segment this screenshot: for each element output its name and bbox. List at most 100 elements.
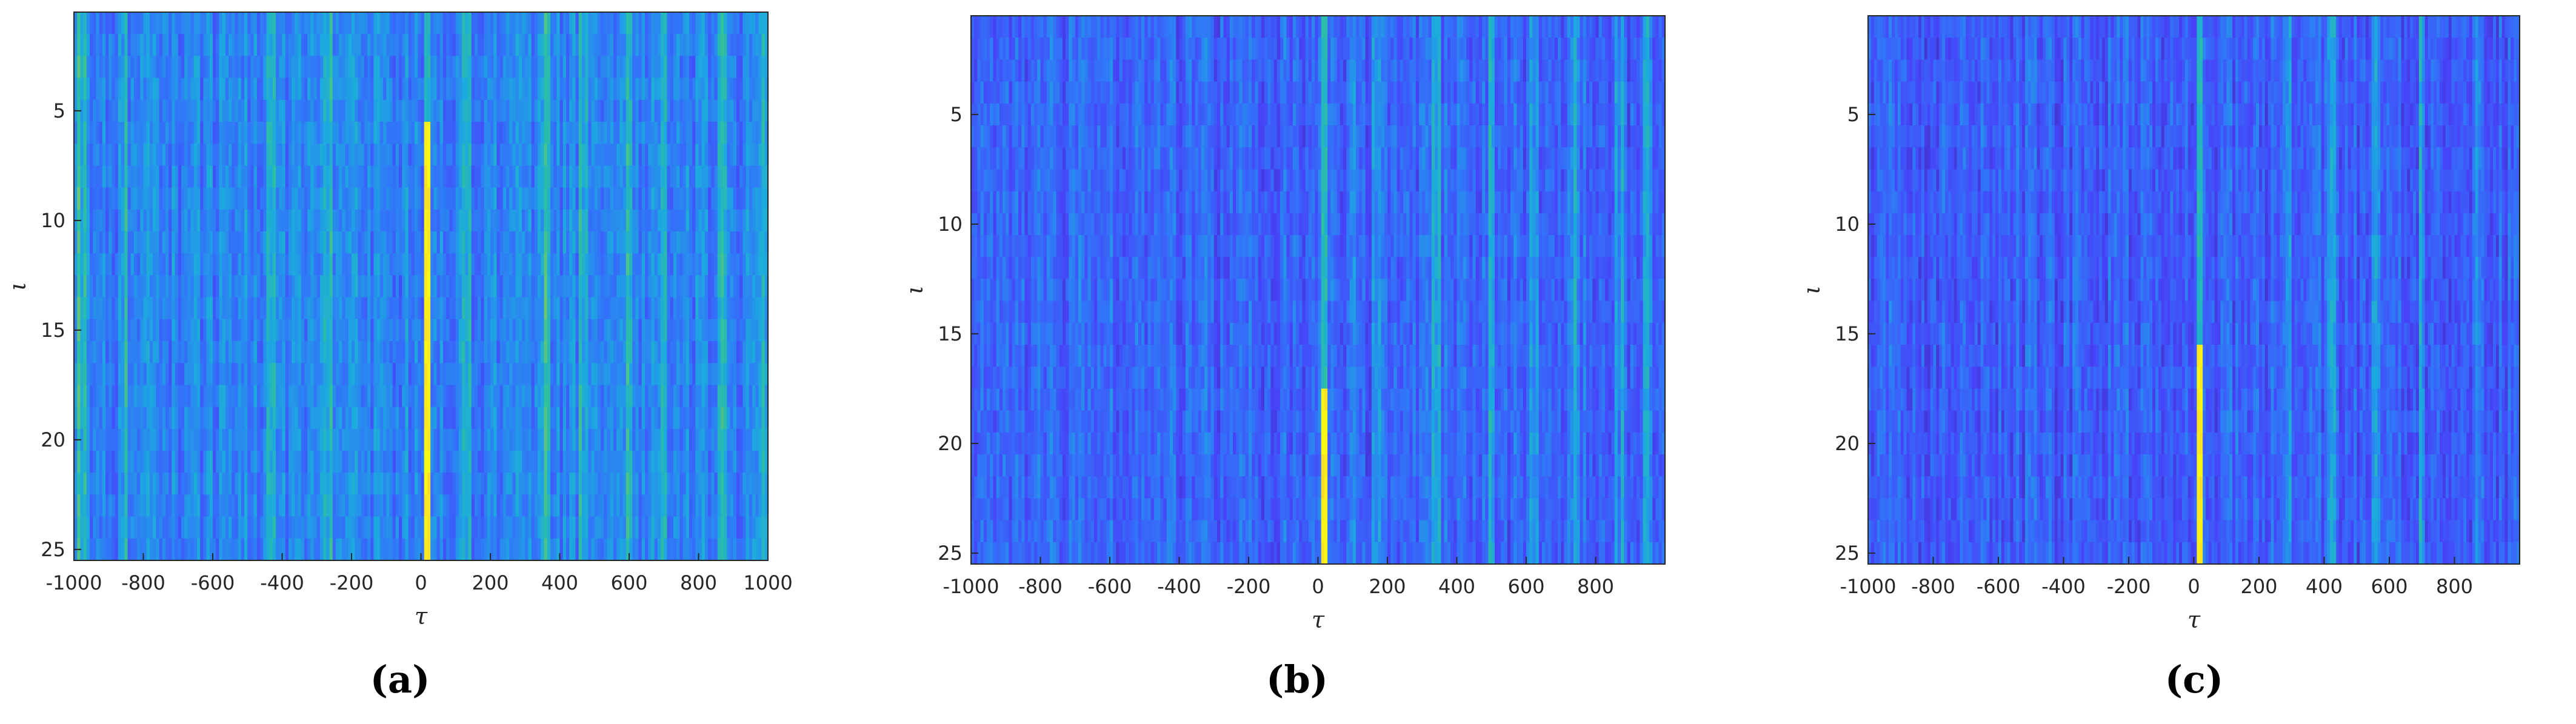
heatmap-cell	[402, 122, 406, 144]
heatmap-cell	[389, 538, 393, 561]
heatmap-cell	[181, 78, 185, 101]
heatmap-cell	[654, 494, 658, 517]
heatmap-cell	[121, 363, 125, 385]
heatmap-cell	[556, 187, 561, 210]
heatmap-cell	[481, 34, 485, 56]
heatmap-cell	[304, 209, 308, 232]
heatmap-cell	[282, 451, 286, 473]
heatmap-cell	[689, 99, 693, 122]
heatmap-cell	[701, 253, 706, 276]
heatmap-cell	[355, 428, 358, 451]
heatmap-cell	[664, 494, 668, 517]
heatmap-cell	[424, 56, 428, 79]
heatmap-cell	[484, 12, 488, 35]
heatmap-cell	[358, 56, 362, 79]
heatmap-cell	[253, 209, 258, 232]
heatmap-cell	[518, 209, 522, 232]
heatmap-cell	[253, 516, 258, 539]
heatmap-cell	[455, 297, 459, 320]
heatmap-cell	[512, 165, 516, 188]
heatmap-cell	[219, 78, 223, 101]
heatmap-cell	[225, 363, 229, 385]
heatmap-cell	[93, 231, 97, 254]
heatmap-cell	[610, 538, 614, 561]
heatmap-cell	[367, 165, 371, 188]
heatmap-cell	[515, 363, 519, 385]
heatmap-cell	[553, 231, 557, 254]
heatmap-cell	[232, 451, 236, 473]
heatmap-cell	[133, 407, 138, 430]
heatmap-cell	[575, 385, 579, 408]
heatmap-cell	[538, 473, 541, 495]
heatmap-cell	[522, 34, 526, 56]
heatmap-cell	[566, 187, 570, 210]
heatmap-cell	[515, 275, 519, 298]
heatmap-cell	[541, 122, 545, 144]
heatmap-cell	[143, 34, 147, 56]
heatmap-cell	[436, 231, 441, 254]
heatmap-cell	[408, 407, 412, 430]
heatmap-cell	[383, 253, 387, 276]
heatmap-cell	[446, 385, 450, 408]
heatmap-cell	[689, 341, 693, 364]
heatmap-cell	[279, 385, 283, 408]
heatmap-cell	[692, 122, 696, 144]
heatmap-cell	[506, 187, 510, 210]
heatmap-cell	[418, 78, 422, 101]
heatmap-cell	[512, 385, 516, 408]
heatmap-cell	[316, 275, 321, 298]
heatmap-cell	[112, 363, 116, 385]
heatmap-cell	[641, 78, 646, 101]
heatmap-cell	[399, 473, 402, 495]
heatmap-cell	[641, 297, 646, 320]
heatmap-cell	[143, 538, 147, 561]
heatmap-cell	[679, 165, 684, 188]
heatmap-cell	[241, 473, 245, 495]
heatmap-cell	[415, 297, 418, 320]
heatmap-cell	[121, 516, 125, 539]
heatmap-cell	[544, 56, 548, 79]
heatmap-cell	[253, 231, 258, 254]
heatmap-cell	[679, 78, 684, 101]
heatmap-cell	[601, 473, 604, 495]
heatmap-cell	[399, 231, 402, 254]
heatmap-cell	[304, 78, 308, 101]
heatmap-cell	[679, 144, 684, 166]
heatmap-cell	[376, 297, 381, 320]
heatmap-cell	[481, 451, 485, 473]
heatmap-cell	[528, 78, 532, 101]
heatmap-cell	[402, 538, 406, 561]
heatmap-cell	[373, 122, 378, 144]
heatmap-cell	[525, 538, 529, 561]
heatmap-cell	[676, 209, 680, 232]
heatmap-cell	[591, 56, 595, 79]
heatmap-cell	[506, 451, 510, 473]
heatmap-cell	[541, 144, 545, 166]
heatmap-cell	[339, 99, 342, 122]
heatmap-cell	[701, 99, 706, 122]
heatmap-cell	[184, 56, 188, 79]
heatmap-cell	[616, 275, 620, 298]
heatmap-cell	[307, 144, 311, 166]
heatmap-cell	[458, 253, 462, 276]
heatmap-cell	[112, 275, 116, 298]
heatmap-cell	[405, 516, 409, 539]
heatmap-cells	[74, 12, 769, 561]
heatmap-cell	[411, 428, 415, 451]
heatmap-cell	[269, 187, 273, 210]
heatmap-cell	[673, 428, 677, 451]
heatmap-cell	[689, 407, 693, 430]
heatmap-cell	[522, 275, 526, 298]
heatmap-cell	[295, 56, 299, 79]
heatmap-cell	[80, 363, 84, 385]
heatmap-cell	[310, 187, 315, 210]
heatmap-cell	[358, 473, 362, 495]
heatmap-cell	[313, 451, 318, 473]
heatmap-cell	[80, 144, 84, 166]
heatmap-cell	[670, 385, 674, 408]
heatmap-cell	[175, 538, 179, 561]
heatmap-cell	[585, 451, 589, 473]
heatmap-cell	[496, 187, 501, 210]
heatmap-cell	[534, 363, 538, 385]
heatmap-cell	[288, 78, 292, 101]
